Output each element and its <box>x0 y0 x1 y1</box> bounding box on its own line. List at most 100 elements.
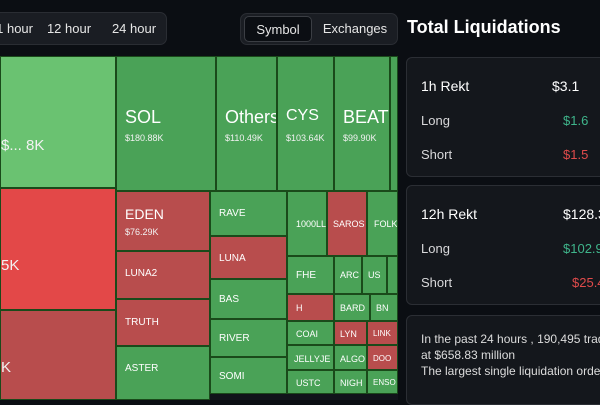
treemap-tile-eth[interactable]: 5K <box>0 188 116 310</box>
treemap-tile-btc[interactable]: $... 8K <box>0 56 116 188</box>
tile-symbol: TRUTH <box>125 317 159 328</box>
tab-1-hour[interactable]: 1 hour <box>0 21 33 36</box>
tile-symbol: CYS <box>286 107 319 124</box>
tab-24-hour[interactable]: 24 hour <box>111 21 157 36</box>
tile-symbol: SOL <box>125 107 162 127</box>
treemap-tile-jellyjelly[interactable]: JELLYJE <box>287 345 334 370</box>
summary-line-3: The largest single liquidation order <box>421 364 600 378</box>
treemap-tile-1000ll[interactable]: 1000LL <box>287 191 327 256</box>
tile-symbol: SAROS <box>333 219 365 229</box>
tile-symbol: ARC <box>340 270 360 280</box>
treemap-tile-arc[interactable]: ARC <box>334 256 362 294</box>
toggle-exchanges[interactable]: Exchanges <box>322 21 388 36</box>
long-value: $102.9 <box>563 241 600 256</box>
tile-symbol: LUNA2 <box>125 268 158 279</box>
tile-symbol: SOMI <box>219 371 245 382</box>
long-value: $1.6 <box>563 113 589 128</box>
tile-symbol: RAVE <box>219 208 246 219</box>
tile-symbol: 1000LL <box>296 219 327 229</box>
short-label: Short <box>421 147 453 162</box>
treemap-tile-beat[interactable]: BEAT $99.90K <box>334 56 390 191</box>
tile-symbol: NIGH <box>340 378 363 388</box>
tile-symbol: DOO <box>373 354 392 363</box>
treemap-tile-eden[interactable]: EDEN $76.29K <box>116 191 210 251</box>
treemap-tile-coai[interactable]: COAI <box>287 321 334 345</box>
tile-symbol: US <box>368 270 381 280</box>
treemap-tile-rave[interactable]: RAVE <box>210 191 287 236</box>
treemap-tile-aster[interactable]: ASTER <box>116 346 210 400</box>
treemap-tile-luna[interactable]: LUNA <box>210 236 287 279</box>
treemap-tile-truth[interactable]: TRUTH <box>116 299 210 346</box>
tile-value: $99.90K <box>343 133 377 143</box>
long-label: Long <box>421 113 450 128</box>
treemap-tile-sliver[interactable] <box>390 56 398 191</box>
tile-symbol: LUNA <box>219 253 246 264</box>
tile-value: $180.88K <box>125 133 164 143</box>
treemap-tile-cys[interactable]: CYS $103.64K <box>277 56 334 191</box>
treemap-tile-bard[interactable]: BARD <box>334 294 370 321</box>
short-value: $1.5 <box>563 147 589 162</box>
treemap-tile-fhe[interactable]: FHE <box>287 256 334 294</box>
summary-card: In the past 24 hours , 190,495 trade at … <box>406 315 600 405</box>
toggle-symbol[interactable]: Symbol <box>244 16 312 42</box>
card-1h-rekt: 1h Rekt $3.1 Long $1.6 Short $1.5 <box>406 57 600 177</box>
treemap-tile-link[interactable]: LINK <box>367 321 398 345</box>
tile-symbol: BN <box>376 303 389 313</box>
treemap-tile-ustc[interactable]: USTC <box>287 370 334 394</box>
tile-value: 5K <box>1 257 20 274</box>
tile-symbol: COAI <box>296 329 319 339</box>
treemap-tile-saros[interactable]: SAROS <box>327 191 367 256</box>
treemap-tile-us[interactable]: US <box>362 256 387 294</box>
treemap-tile-doo[interactable]: DOO <box>367 345 398 370</box>
tile-symbol: LYN <box>340 329 357 339</box>
treemap-tile-others[interactable]: Others $110.49K <box>216 56 277 191</box>
treemap-tile-enso[interactable]: ENSO <box>367 370 398 394</box>
card-label: 1h Rekt <box>421 78 470 94</box>
treemap-tile-h[interactable]: H <box>287 294 334 321</box>
treemap-tile-third[interactable]: K <box>0 310 116 400</box>
tile-symbol: BAS <box>219 294 240 305</box>
card-total: $128.3 <box>563 206 600 222</box>
liquidation-treemap: $... 8K 5K K SOL $180.88K Others $110.49… <box>0 56 398 400</box>
tile-symbol: EDEN <box>125 206 164 222</box>
panel-title: Total Liquidations <box>407 17 561 37</box>
tab-12-hour[interactable]: 12 hour <box>46 21 92 36</box>
treemap-tile-sol[interactable]: SOL $180.88K <box>116 56 216 191</box>
view-toggle: Symbol Exchanges <box>240 13 398 45</box>
long-label: Long <box>421 241 450 256</box>
tile-symbol: FOLK <box>374 219 398 229</box>
treemap-tile-bas[interactable]: BAS <box>210 279 287 319</box>
tile-symbol: LINK <box>373 329 391 338</box>
card-total: $3.1 <box>552 78 580 94</box>
timeframe-tabs: 1 hour 12 hour 24 hour <box>0 12 167 45</box>
tile-value: $110.49K <box>225 133 263 143</box>
treemap-tile-somi[interactable]: SOMI <box>210 357 287 394</box>
tile-symbol: BARD <box>340 303 366 313</box>
short-value: $25.4 <box>572 275 600 290</box>
tile-symbol: H <box>296 303 303 313</box>
tile-symbol: JELLYJE <box>294 354 331 364</box>
treemap-tile-folk[interactable]: FOLK <box>367 191 398 256</box>
summary-line-2: at $658.83 million <box>421 348 516 362</box>
treemap-tile-nigh[interactable]: NIGH <box>334 370 367 394</box>
treemap-tile-luna2[interactable]: LUNA2 <box>116 251 210 299</box>
tile-symbol: FHE <box>296 270 316 281</box>
tile-symbol: Others <box>225 107 277 127</box>
short-label: Short <box>421 275 453 290</box>
tile-value: $103.64K <box>286 133 325 143</box>
tile-value: $... 8K <box>1 137 45 154</box>
tile-value: $76.29K <box>125 227 159 237</box>
treemap-tile-lyn[interactable]: LYN <box>334 321 367 345</box>
summary-line-1: In the past 24 hours , 190,495 trade <box>421 332 600 346</box>
treemap-tile-small[interactable] <box>387 256 398 294</box>
card-label: 12h Rekt <box>421 206 478 222</box>
tile-value: K <box>1 359 12 376</box>
tile-symbol: USTC <box>296 378 321 388</box>
tile-symbol: RIVER <box>219 333 250 344</box>
treemap-tile-river[interactable]: RIVER <box>210 319 287 357</box>
treemap-tile-bn[interactable]: BN <box>370 294 398 321</box>
treemap-tile-algo[interactable]: ALGO <box>334 345 367 370</box>
tile-symbol: ASTER <box>125 363 159 374</box>
tile-symbol: ALGO <box>340 354 366 364</box>
card-12h-rekt: 12h Rekt $128.3 Long $102.9 Short $25.4 <box>406 185 600 305</box>
